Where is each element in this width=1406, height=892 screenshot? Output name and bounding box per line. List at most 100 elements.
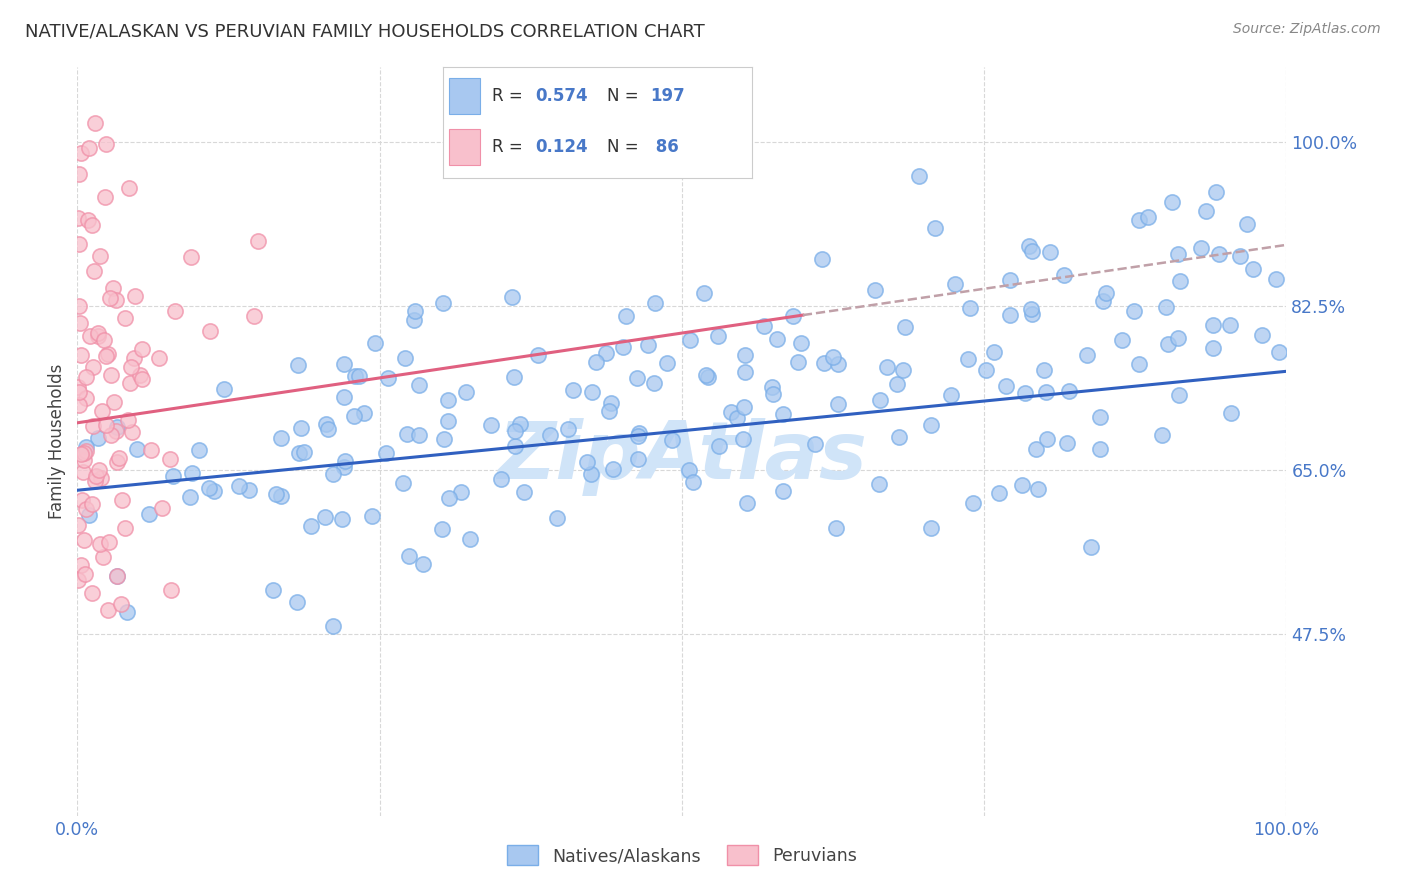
- Point: [657, 356, 679, 370]
- Point: [943, 277, 966, 291]
- Text: R =: R =: [492, 138, 529, 156]
- Point: [891, 363, 914, 377]
- Point: [939, 387, 962, 401]
- Point: [322, 467, 344, 481]
- Point: [1019, 301, 1042, 316]
- Point: [97, 603, 120, 617]
- Point: [433, 432, 456, 446]
- Point: [139, 443, 162, 458]
- Point: [581, 384, 603, 399]
- Point: [1229, 248, 1251, 262]
- Point: [128, 368, 150, 382]
- Point: [287, 358, 309, 372]
- Point: [316, 422, 339, 436]
- Point: [762, 386, 785, 401]
- Point: [292, 445, 315, 459]
- Point: [437, 414, 460, 428]
- Point: [644, 295, 666, 310]
- Point: [489, 472, 512, 486]
- Point: [343, 369, 366, 384]
- Point: [75, 369, 97, 384]
- Point: [734, 348, 756, 362]
- Point: [125, 442, 148, 456]
- Point: [1088, 442, 1111, 457]
- Point: [1152, 427, 1174, 442]
- Point: [1264, 272, 1286, 286]
- Point: [89, 249, 111, 263]
- Point: [598, 404, 620, 418]
- Point: [114, 520, 136, 534]
- Point: [396, 427, 419, 442]
- Point: [89, 537, 111, 551]
- Point: [287, 446, 309, 460]
- Point: [725, 410, 748, 425]
- Point: [333, 453, 356, 467]
- Point: [827, 396, 849, 410]
- Point: [1053, 268, 1076, 282]
- Point: [398, 549, 420, 563]
- Point: [120, 360, 142, 375]
- Point: [626, 371, 648, 385]
- Point: [91, 403, 114, 417]
- Point: [299, 519, 322, 533]
- Point: [262, 582, 284, 597]
- Point: [678, 463, 700, 477]
- Point: [1157, 337, 1180, 351]
- Point: [575, 455, 598, 469]
- Point: [1195, 203, 1218, 218]
- Point: [1025, 442, 1047, 457]
- Point: [86, 431, 108, 445]
- Point: [70, 447, 93, 461]
- Point: [181, 467, 204, 481]
- Point: [404, 304, 426, 318]
- Point: [391, 475, 413, 490]
- Point: [546, 510, 568, 524]
- Point: [983, 344, 1005, 359]
- Point: [562, 383, 585, 397]
- Point: [731, 432, 754, 446]
- Point: [1021, 307, 1043, 321]
- Point: [974, 362, 997, 376]
- Text: 197: 197: [650, 87, 685, 105]
- Point: [765, 332, 787, 346]
- Point: [772, 483, 794, 498]
- Point: [1122, 304, 1144, 318]
- Point: [924, 221, 946, 235]
- Text: N =: N =: [607, 138, 644, 156]
- Point: [679, 333, 702, 347]
- Point: [706, 329, 728, 343]
- Point: [956, 351, 979, 366]
- Point: [73, 566, 96, 581]
- Point: [439, 491, 461, 505]
- Point: [93, 333, 115, 347]
- Point: [124, 288, 146, 302]
- Point: [600, 395, 623, 409]
- Point: [734, 365, 756, 379]
- Point: [285, 595, 308, 609]
- Point: [920, 521, 942, 535]
- Point: [1219, 406, 1241, 420]
- Point: [1076, 348, 1098, 362]
- Bar: [449, 129, 479, 165]
- Point: [908, 169, 931, 184]
- Point: [1056, 435, 1078, 450]
- Point: [67, 299, 90, 313]
- Point: [868, 477, 890, 491]
- Point: [869, 392, 891, 407]
- Point: [432, 522, 454, 536]
- Point: [513, 485, 536, 500]
- Point: [959, 301, 981, 315]
- Point: [1095, 285, 1118, 300]
- Point: [105, 569, 128, 583]
- Point: [179, 490, 201, 504]
- Point: [101, 281, 124, 295]
- Point: [138, 507, 160, 521]
- Point: [105, 455, 128, 469]
- Point: [696, 369, 718, 384]
- Point: [97, 535, 120, 549]
- Point: [1000, 308, 1022, 322]
- Text: R =: R =: [492, 87, 529, 105]
- Point: [77, 141, 100, 155]
- Point: [79, 329, 101, 343]
- Point: [994, 379, 1017, 393]
